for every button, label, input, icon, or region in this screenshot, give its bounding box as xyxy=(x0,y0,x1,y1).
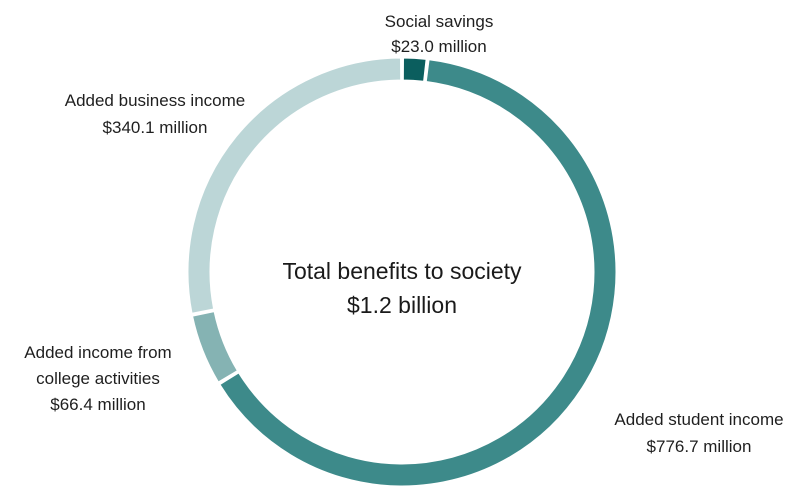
donut-slices xyxy=(187,57,617,487)
donut-slice-social-savings xyxy=(402,57,427,82)
slice-label-name: Social savings xyxy=(385,12,494,31)
slice-label-name-line-1: Added income from xyxy=(24,343,171,362)
slice-label-added-business-income: Added business income $340.1 million xyxy=(65,91,246,137)
donut-slice-added-income-from-college-activities xyxy=(192,311,238,383)
slice-label-name: Added business income xyxy=(65,91,246,110)
slice-label-value: $23.0 million xyxy=(391,37,486,56)
center-label: Total benefits to society $1.2 billion xyxy=(282,258,522,318)
slice-label-added-student-income: Added student income $776.7 million xyxy=(614,410,783,456)
slice-label-name: Added student income xyxy=(614,410,783,429)
slice-label-value: $776.7 million xyxy=(647,437,752,456)
center-label-total: $1.2 billion xyxy=(347,292,457,318)
donut-slice-added-student-income xyxy=(219,59,617,487)
slice-label-value: $340.1 million xyxy=(103,118,208,137)
center-label-title: Total benefits to society xyxy=(282,258,522,284)
donut-slice-added-business-income xyxy=(187,57,402,314)
slice-label-name-line-2: college activities xyxy=(36,369,160,388)
slice-label-social-savings: Social savings $23.0 million xyxy=(385,12,494,56)
slice-label-college-activities: Added income from college activities $66… xyxy=(24,343,171,414)
slice-label-value: $66.4 million xyxy=(50,395,145,414)
